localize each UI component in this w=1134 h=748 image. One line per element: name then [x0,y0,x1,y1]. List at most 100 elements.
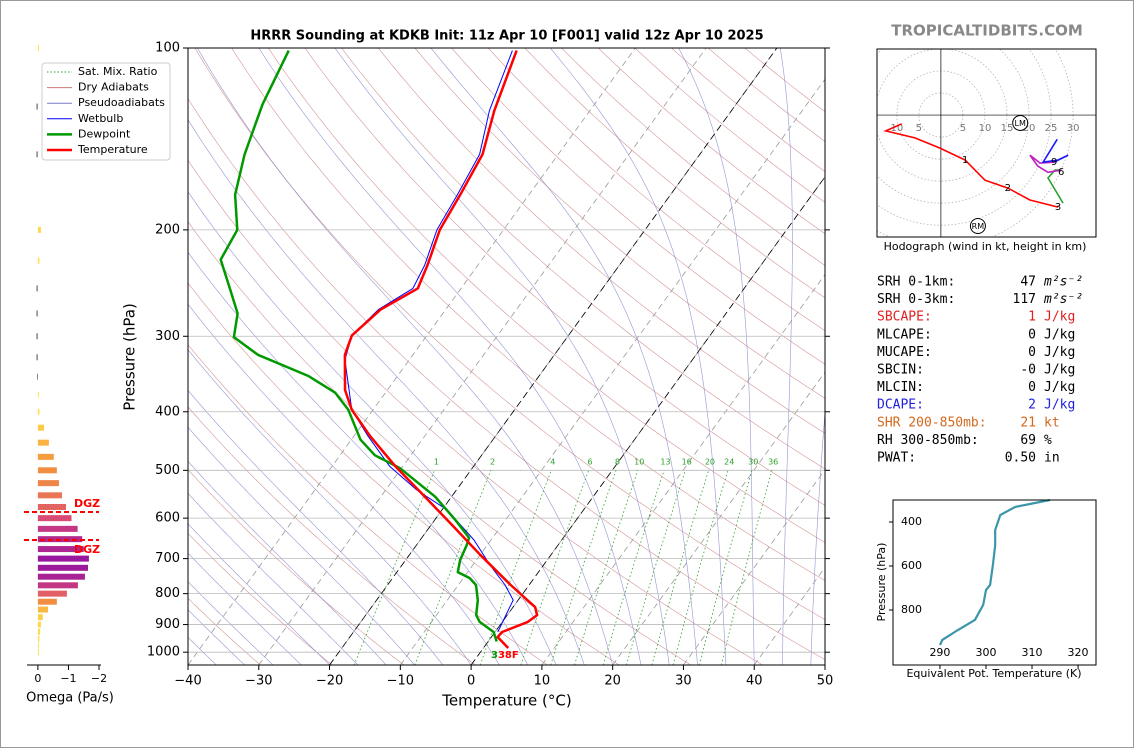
y-tick-label: 300 [155,329,180,344]
pseudoadiabat [188,191,557,665]
y-tick-label: 700 [155,551,180,566]
omega-bar [37,391,39,398]
x-tick-label: −20 [316,674,343,689]
highlight-isotherm [470,176,825,665]
dry-adiabat [188,532,333,665]
hodo-trace [1041,138,1069,164]
index-label: SBCIN: [877,363,924,378]
pseudoadiabat [678,48,755,665]
hodograph-caption: Hodograph (wind in kt, height in km) [884,240,1087,253]
isotherm [541,273,825,665]
mixing-ratio-line [602,470,665,665]
x-tick-label: 50 [817,674,834,689]
omega-bar [37,503,66,510]
pseudoadiabat [188,609,245,665]
omega-tick-label: −1 [60,672,76,685]
surface-label: 38F [498,650,519,661]
thetae-y-tick-label: 800 [901,603,922,616]
mixing-ratio-label: 16 [682,458,692,467]
index-unit: kt [1044,415,1060,430]
index-label: SRH 0-1km: [877,275,955,290]
mixing-ratio-label: 6 [588,458,593,467]
isotherm [329,48,778,665]
pseudoadiabat [188,303,500,665]
x-tick-label: 0 [467,674,475,689]
dry-adiabat [231,48,825,581]
omega-bar [36,151,38,158]
index-label: MLCIN: [877,380,924,395]
hodo-tick-label: 5 [960,123,966,134]
mixing-ratio-label: 1 [434,458,439,467]
legend-label: Wetbulb [78,112,123,125]
thetae-y-label: Pressure (hPa) [875,543,888,622]
index-label: MUCAPE: [877,345,932,360]
hodo-tick-label: 10 [979,123,992,134]
pseudoadiabat [780,48,793,665]
index-unit: J/kg [1044,380,1075,395]
y-tick-label: 500 [155,463,180,478]
mixing-ratio-line [520,470,589,665]
highlight-isotherm [329,48,778,665]
legend-box [41,62,171,161]
dry-adiabat [268,48,825,543]
omega-tick-label: 0 [34,672,41,685]
thetae-x-tick-label: 300 [975,646,996,659]
dry-adiabat [414,48,825,399]
pseudoadiabat [258,48,642,665]
mixing-ratio-label: 24 [724,458,734,467]
hodo-height-label: 1 [962,155,968,166]
x-axis-label: Temperature (°C) [441,692,571,710]
watermark: TROPICALTIDBITS.COM [891,22,1083,40]
mixing-ratio-label: 13 [660,458,670,467]
thetae-line [938,498,1051,646]
index-label: SHR 200-850mb: [877,415,987,430]
pseudoadiabat [188,523,330,665]
omega-bar [37,45,39,51]
omega-bar [37,226,41,233]
y-tick-label: 900 [155,617,180,632]
dry-adiabat [487,48,825,332]
index-value: -0 [1020,363,1036,378]
index-value: 2 [1028,398,1036,413]
legend-label: Temperature [77,143,148,156]
hodo-tick-label: 10 [890,123,903,134]
legend-label: Pseudoadiabats [78,96,165,109]
legend-label: Dewpoint [78,127,131,140]
isotherm [258,48,707,665]
isotherm [470,176,825,665]
storm-motion [1012,114,1029,131]
dry-adiabat [451,48,825,365]
pseudoadiabat [430,48,698,665]
pseudoadiabat [810,408,825,665]
omega-bar [37,408,40,415]
omega-bar [37,555,89,562]
omega-bar [37,467,57,474]
thetae-y-tick-label: 600 [901,559,922,572]
pseudoadiabat [188,460,387,665]
hodo-tick-label: 15 [1001,123,1014,134]
omega-bar [36,285,38,292]
mixing-ratio-label: 20 [705,458,715,467]
pseudoadiabat [188,492,359,665]
index-value: 0 [1028,380,1036,395]
thetae-x-tick-label: 320 [1068,646,1089,659]
y-axis-label: Pressure (hPa) [121,303,139,411]
dry-adiabat [524,48,825,299]
isotherm [188,48,636,665]
omega-bar [36,333,38,340]
dry-adiabat [188,344,548,665]
mixing-ratio-line [672,470,729,665]
omega-tick-label: −2 [91,672,107,685]
legend-label: Dry Adiabats [78,81,149,94]
x-tick-label: 40 [746,674,763,689]
index-value: 47 [1020,275,1036,290]
index-unit: J/kg [1044,327,1075,342]
x-tick-label: 30 [675,674,692,689]
dry-adiabat [188,159,763,665]
profile-line [343,50,539,649]
index-unit: m²s⁻² [1043,275,1083,290]
pseudoadiabat [188,119,585,665]
hodo-frame [876,48,1097,238]
